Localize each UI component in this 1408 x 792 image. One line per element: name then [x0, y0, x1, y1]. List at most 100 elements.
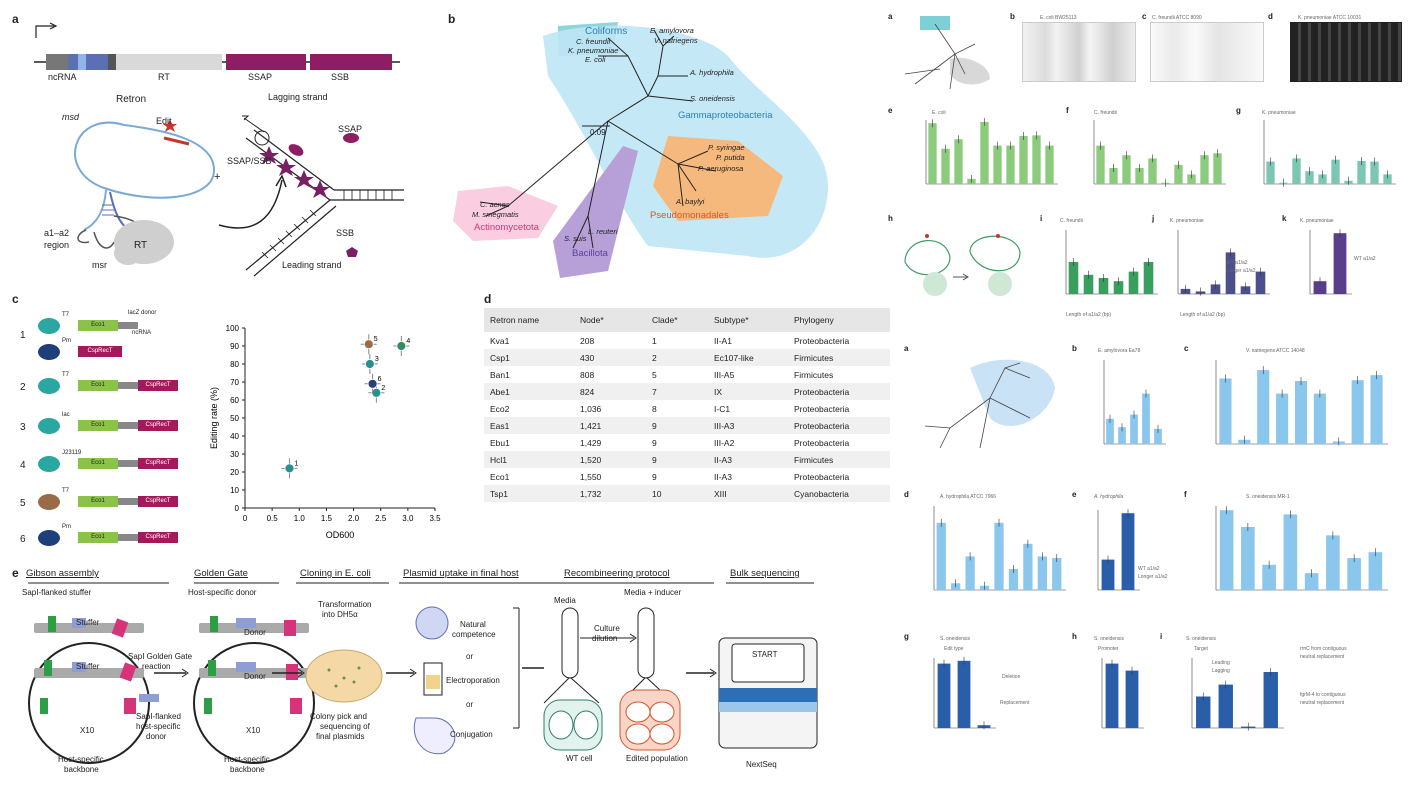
label-or-1: or [466, 652, 474, 661]
bar [993, 145, 1002, 184]
label-colony-2: sequencing of [320, 722, 370, 731]
label-sapi-reaction-2: reaction [142, 662, 171, 671]
bar [1154, 428, 1162, 444]
y-tick-label: 90 [230, 342, 239, 351]
bar [1218, 684, 1233, 728]
bar [1121, 513, 1135, 590]
rt-label-g: g [1236, 106, 1241, 115]
plasmid-backbone [38, 456, 60, 472]
x-tick-label: 2.0 [348, 514, 360, 523]
label-sapi-reaction-1: SapI Golden Gate [128, 652, 193, 661]
table-cell: 9 [652, 471, 657, 482]
rt-bar-g [1263, 120, 1396, 187]
label-host-backbone-1b: backbone [64, 765, 99, 774]
promoter-label-2: Pm [62, 338, 71, 344]
bar [1333, 233, 1347, 294]
y-tick-label: 80 [230, 360, 239, 369]
label-or-2: or [466, 700, 474, 709]
recombinase-box: CspRecT [138, 532, 178, 543]
bar [1135, 168, 1144, 184]
label-host-donor: Host-specific donor [188, 588, 257, 597]
table-row: Abe1 824 7 IX Proteobacteria [484, 383, 890, 400]
construct-row: 3 lac Eco1 CspRecT [20, 412, 200, 442]
label-edited-population: Edited population [626, 754, 688, 763]
promoter-label: lac [62, 412, 70, 418]
table-cell: 1,036 [580, 403, 602, 414]
rb-bar-c [1215, 360, 1388, 446]
step-bulk-seq: Bulk sequencing [730, 568, 800, 579]
bar [954, 139, 963, 184]
bar [1083, 274, 1094, 294]
bar [1143, 262, 1154, 294]
label-media: Media [554, 596, 576, 605]
rt-bar-k [1309, 229, 1352, 295]
table-cell: Hcl1 [484, 451, 574, 468]
construct-number: 5 [20, 498, 26, 509]
table-header: Node* [574, 308, 646, 332]
table-cell: 1,520 [574, 451, 646, 468]
bar [1196, 696, 1211, 728]
rb-g-sub: Edit type [944, 646, 964, 652]
table-cell: 2 [646, 349, 708, 366]
bar [1305, 171, 1314, 184]
table-cell: Proteobacteria [794, 471, 850, 482]
rt-label-d: d [1268, 12, 1273, 21]
rt-tree-mini [904, 16, 990, 90]
bar [1105, 663, 1119, 728]
table-cell: II-A3 [714, 471, 732, 482]
rt-label-f: f [1066, 106, 1069, 115]
label-l-reuteri: L. reuteri [588, 227, 618, 236]
promoter-label: T7 [62, 372, 70, 378]
label-ssb-fork: SSB [336, 228, 355, 238]
bar [994, 522, 1004, 590]
table-cell: Firmicutes [794, 369, 834, 380]
promoter-label: T7 [62, 312, 70, 318]
rt-j-legend-wt: WT a1/a2 [1226, 260, 1248, 266]
label-sapi-donor-3: donor [146, 732, 167, 741]
label-ssb: SSB [331, 72, 350, 82]
table-cell: Proteobacteria [788, 383, 890, 400]
label-edit: Edit [156, 116, 172, 126]
rb-i-legend-leading: Leading [1212, 660, 1230, 666]
table-cell: 824 [574, 383, 646, 400]
rt-j-title: K. pneumoniae [1170, 218, 1204, 224]
bar [1109, 168, 1118, 184]
construct-number: 6 [20, 534, 26, 545]
label-ssap-ssb: SSAP/SSB [227, 156, 272, 166]
panel-label-c: c [12, 292, 19, 306]
rt-gel-b [1022, 22, 1136, 82]
bar [1219, 378, 1232, 444]
y-tick-label: 10 [230, 486, 239, 495]
bar [1276, 393, 1289, 444]
rb-e-title: A. hydrophila [1094, 494, 1124, 500]
label-gammaproteobacteria: Gammaproteobacteria [678, 110, 773, 121]
construct-number: 2 [20, 382, 26, 393]
table-row: Csp1 430 2 Ec107-like Firmicutes [484, 349, 890, 366]
label-p-syringae: P. syringae [708, 143, 745, 152]
table-row: Eas1 1,421 9 III-A3 Proteobacteria [484, 417, 890, 434]
scatter-point [367, 378, 378, 389]
spacer-box [118, 382, 138, 389]
table-cell: 1,421 [574, 417, 646, 434]
table-cell: III-A3 [708, 417, 788, 434]
spacer-box [118, 534, 138, 541]
point-label: 1 [295, 460, 299, 467]
x-tick-label: 1.5 [321, 514, 333, 523]
cds-box: Eco1 [78, 420, 118, 431]
rb-b-title: E. amylovora Ea78 [1098, 348, 1141, 354]
construct-row: 6 Pm Eco1 CspRecT [20, 524, 200, 554]
label-ssap-fork: SSAP [338, 124, 363, 134]
bar [937, 663, 951, 728]
label-pseudomonadales: Pseudomonadales [650, 210, 729, 221]
rt-f-title: C. freundii [1094, 110, 1117, 116]
construct-number: 3 [20, 422, 26, 433]
recombinase-box: CspRecT [138, 496, 178, 507]
table-cell: Kva1 [490, 335, 510, 346]
recombinase-box: CspRecT [138, 380, 178, 391]
bar [1128, 271, 1139, 294]
label-nextseq: NextSeq [746, 760, 777, 769]
table-cell: 7 [646, 383, 708, 400]
rt-k-title: K. pneumoniae [1300, 218, 1334, 224]
rt-label-a: a [888, 12, 893, 21]
retron-table-container: Retron name Node* Clade* Subtype* Phylogeny … [484, 308, 890, 502]
